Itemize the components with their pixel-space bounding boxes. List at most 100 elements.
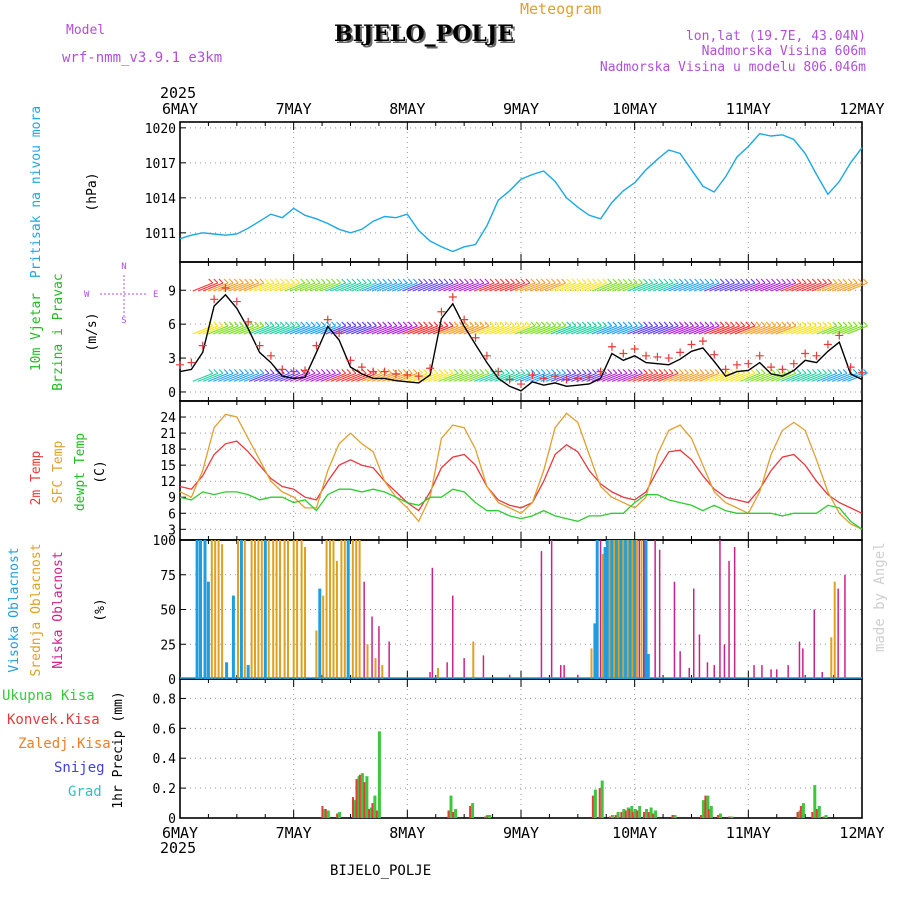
cloud-bar-low xyxy=(753,665,755,679)
wind-marker xyxy=(653,352,662,361)
cloud-bar-mid xyxy=(322,595,325,679)
wind-barb xyxy=(709,278,715,284)
wind-barb xyxy=(464,369,469,374)
wind-barb xyxy=(560,325,582,335)
cloud-bar-low xyxy=(776,669,778,679)
wind-barb xyxy=(780,325,802,335)
cloud-bar-low xyxy=(787,665,789,679)
y-tick-label: 0 xyxy=(168,812,176,827)
wind-barb xyxy=(617,278,623,284)
wind-barb xyxy=(673,325,694,335)
cloud-bar-mid xyxy=(250,540,253,679)
wind-barb xyxy=(617,282,638,292)
wind-barb xyxy=(402,369,408,374)
wind-barb xyxy=(652,325,674,335)
cloud-bar-mid xyxy=(358,540,361,679)
wind-barb xyxy=(556,278,561,284)
wind-barb xyxy=(376,325,398,335)
y-tick-label: 1014 xyxy=(145,192,176,207)
wind-barb xyxy=(351,282,372,292)
wind-barb xyxy=(678,369,684,374)
wind-barb xyxy=(842,282,863,292)
cloud-bar-low xyxy=(431,567,434,679)
wind-barb xyxy=(565,325,587,335)
wind-barb xyxy=(545,278,551,284)
wind-barb xyxy=(519,325,541,335)
wind-barb xyxy=(248,282,270,292)
wind-barb xyxy=(458,282,479,292)
precip-bar-conv xyxy=(352,797,354,818)
wind-barb xyxy=(678,278,684,284)
wind-barb xyxy=(801,282,822,292)
wind-barb xyxy=(427,325,449,335)
wind-barb xyxy=(540,282,561,292)
wind-barb xyxy=(274,372,295,382)
cloud-bar-mid xyxy=(296,540,299,679)
wind-barb xyxy=(796,369,802,374)
cloud-bar-mid xyxy=(292,540,295,679)
wind-barb xyxy=(218,321,224,327)
wind-barb xyxy=(785,325,807,335)
wind-barb xyxy=(657,372,679,382)
wind-barb xyxy=(320,278,326,284)
model-label: Model xyxy=(66,23,105,38)
wind-marker xyxy=(596,367,605,376)
wind-barb xyxy=(791,321,797,327)
wind-barb xyxy=(863,369,868,374)
wind-barb xyxy=(801,278,807,284)
wind-barb xyxy=(684,278,689,284)
wind-barb xyxy=(601,282,623,292)
wind-barb xyxy=(837,369,843,374)
wind-barb xyxy=(443,282,464,292)
wind-barb xyxy=(673,282,694,292)
wind-barb xyxy=(750,321,756,327)
wind-barb xyxy=(479,321,485,327)
y-tick-label: 15 xyxy=(160,459,176,474)
wind-barb xyxy=(699,369,705,374)
precip-bar-total xyxy=(488,815,492,818)
wind-barb xyxy=(555,282,577,292)
wind-barb xyxy=(826,325,848,335)
wind-barb xyxy=(299,372,321,382)
wind-barb xyxy=(709,325,730,335)
wind-barb xyxy=(325,278,331,284)
wind-barb xyxy=(832,369,838,374)
wind-barb xyxy=(642,282,664,292)
precip-bar-conv xyxy=(704,795,707,818)
wind-barb xyxy=(837,325,858,335)
wind-barb xyxy=(377,321,382,327)
wind-barb xyxy=(433,369,439,374)
wind-barb xyxy=(254,369,260,374)
wind-barb xyxy=(356,278,362,284)
wind-barb xyxy=(407,325,428,335)
cloud-bar-mid xyxy=(631,540,634,679)
wind-barb xyxy=(663,282,684,292)
wind-barb xyxy=(632,369,638,374)
wind-barb xyxy=(622,321,628,327)
wind-barb xyxy=(734,372,756,382)
wind-barb xyxy=(760,321,766,327)
wind-barb xyxy=(734,282,756,292)
wind-barb xyxy=(382,321,388,327)
wind-barb xyxy=(576,282,597,292)
precip-bar-conv xyxy=(631,812,634,818)
wind-barb xyxy=(827,278,833,284)
wind-barb xyxy=(683,372,704,382)
wind-barb xyxy=(514,282,536,292)
wind-barb xyxy=(192,372,213,382)
wind-barb xyxy=(443,321,449,327)
cloud-bar-low xyxy=(673,581,676,679)
wind-barb xyxy=(632,325,653,335)
wind-barb xyxy=(663,369,669,374)
wind-barb xyxy=(596,282,618,292)
wind-barb xyxy=(264,325,285,335)
wind-barb xyxy=(561,321,567,327)
wind-barb xyxy=(515,321,521,327)
wind-barb xyxy=(688,325,710,335)
wind-barb xyxy=(816,372,837,382)
wind-barb xyxy=(284,282,306,292)
wind-barb xyxy=(550,325,571,335)
wind-barb xyxy=(611,372,633,382)
wind-marker xyxy=(255,341,264,350)
wind-barb xyxy=(653,278,659,284)
